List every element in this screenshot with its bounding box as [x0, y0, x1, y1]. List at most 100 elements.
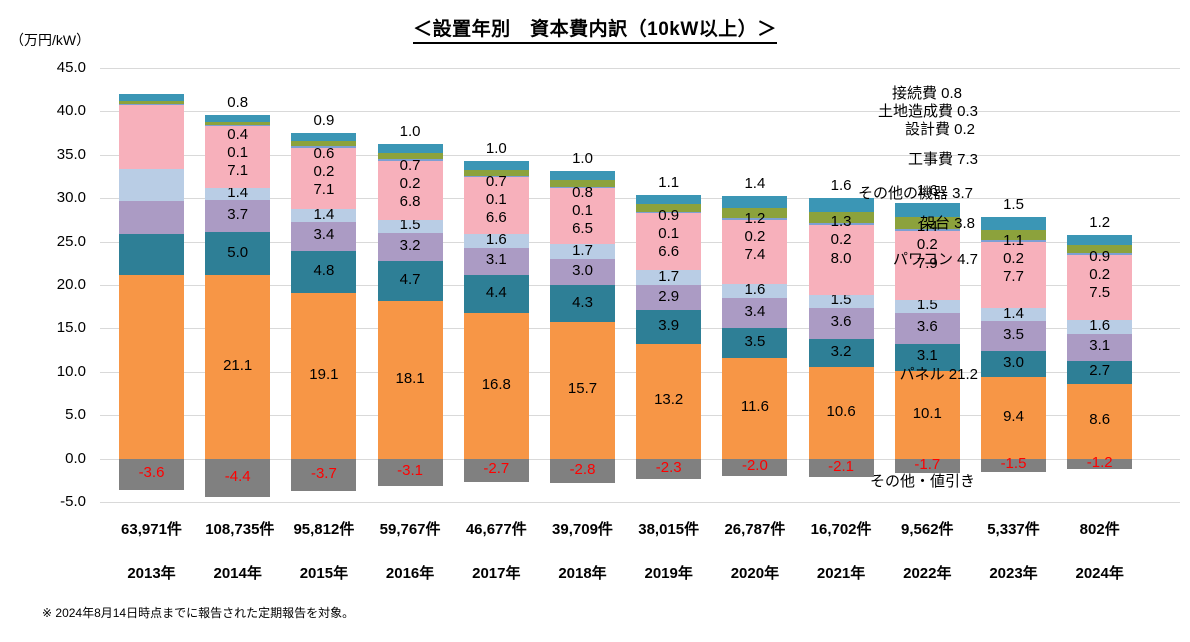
segment-接続費[interactable]: 1.0 — [550, 171, 615, 180]
segment-接続費[interactable]: 1.0 — [463, 160, 529, 170]
segment-パネル[interactable]: 15.7 — [550, 322, 615, 459]
bar-2024年[interactable]: 8.62.73.11.67.50.20.91.2 -1.2 — [1067, 68, 1133, 502]
segment-パネル[interactable]: 16.8 — [463, 312, 529, 459]
segment-工事費[interactable]: 7.4 — [722, 219, 788, 285]
segment-パネル[interactable]: 9.4 — [981, 377, 1046, 459]
segment-パワコン[interactable]: 3.9 — [636, 310, 702, 345]
segment-その他・値引き[interactable]: -1.7 — [894, 456, 960, 474]
segment-架台[interactable]: 3.4 — [722, 298, 788, 328]
segment-その他・値引き[interactable]: -1.2 — [1067, 454, 1133, 471]
segment-設計費[interactable]: 0.1 — [636, 212, 702, 242]
segment-接続費[interactable]: 0.8 — [119, 94, 184, 101]
segment-パワコン[interactable]: 3.0 — [981, 350, 1046, 377]
segment-接続費[interactable]: 1.1 — [636, 194, 702, 205]
bar-2021年[interactable]: 10.63.23.61.58.00.21.31.6-2.1 — [808, 68, 874, 502]
segment-パワコン[interactable]: 2.7 — [1067, 360, 1133, 384]
segment-架台[interactable]: 3.8 — [119, 200, 184, 234]
segment-架台[interactable]: 3.4 — [291, 221, 357, 252]
segment-工事費[interactable]: 8.0 — [808, 225, 874, 295]
segment-その他の機器[interactable]: 1.6 — [722, 281, 788, 298]
segment-その他・値引き[interactable]: -2.3 — [636, 459, 702, 479]
segment-土地造成費[interactable]: 1.2 — [722, 207, 788, 227]
segment-その他の機器[interactable]: 1.4 — [291, 206, 357, 223]
segment-工事費[interactable]: 6.6 — [463, 176, 529, 234]
bar-2017年[interactable]: 16.8 4.4 3.1 1.6 6.60.10.7 1.0 -2.7 — [463, 68, 529, 502]
segment-設計費[interactable]: 0.2 — [981, 239, 1046, 267]
segment-土地造成費[interactable]: 0.7 — [463, 169, 529, 190]
segment-架台[interactable]: 3.6 — [808, 307, 874, 339]
segment-架台[interactable]: 3.7 — [205, 199, 271, 233]
segment-その他の機器[interactable]: 1.6 — [463, 231, 529, 248]
segment-工事費[interactable]: 6.8 — [377, 160, 443, 220]
segment-接続費[interactable]: 1.0 — [377, 144, 443, 154]
segment-その他の機器[interactable]: 1.6 — [1067, 317, 1133, 334]
segment-架台[interactable]: 3.0 — [550, 258, 615, 285]
bar-2016年[interactable]: 18.1 4.7 3.2 1.5 6.80.20.7 1.0 -3.1 — [377, 68, 443, 502]
segment-その他・値引き[interactable]: -2.0 — [722, 457, 788, 476]
bar-2020年[interactable]: 11.63.53.41.67.40.21.21.4-2.0 — [722, 68, 788, 502]
segment-土地造成費[interactable]: 0.4 — [205, 121, 271, 143]
segment-設計費[interactable]: 0.2 — [1067, 252, 1133, 283]
segment-パネル[interactable]: 19.1 — [291, 292, 357, 459]
segment-接続費[interactable]: 0.9 — [291, 133, 357, 141]
segment-その他の機器[interactable]: 1.5 — [894, 296, 960, 313]
segment-その他の機器[interactable]: 1.7 — [636, 268, 702, 285]
segment-設計費[interactable]: 0.2 — [722, 218, 788, 245]
segment-設計費[interactable]: 0.1 — [463, 175, 529, 208]
bar-2014年[interactable]: 21.1 5.0 3.7 1.4 7.10.10.4 0.8 -4.4 — [205, 68, 271, 502]
segment-土地造成費[interactable]: 0.3 — [119, 100, 184, 104]
segment-工事費[interactable]: 6.6 — [636, 212, 702, 271]
segment-工事費[interactable]: 7.1 — [205, 126, 271, 188]
segment-工事費[interactable]: 7.1 — [291, 147, 357, 210]
segment-土地造成費[interactable]: 0.7 — [377, 153, 443, 174]
segment-設計費[interactable]: 0.2 — [377, 159, 443, 192]
segment-接続費[interactable]: 0.8 — [205, 114, 271, 122]
segment-架台[interactable]: 3.2 — [377, 232, 443, 261]
segment-工事費[interactable]: 7.9 — [894, 231, 960, 300]
segment-架台[interactable]: 3.5 — [981, 320, 1046, 351]
segment-工事費[interactable]: 6.5 — [550, 187, 615, 245]
segment-土地造成費[interactable]: 0.9 — [1067, 245, 1133, 265]
segment-その他の機器[interactable]: 1.4 — [981, 305, 1046, 322]
segment-土地造成費[interactable]: 0.8 — [550, 179, 615, 201]
segment-設計費[interactable]: 0.2 — [808, 223, 874, 248]
segment-パネル[interactable]: 21.1 — [205, 275, 271, 459]
segment-パワコン[interactable]: 5.0 — [205, 232, 271, 276]
segment-接続費[interactable]: 1.2 — [1067, 234, 1133, 246]
segment-土地造成費[interactable]: 1.3 — [808, 212, 874, 230]
bar-2022年[interactable]: 10.13.13.61.57.90.21.41.6-1.7 — [894, 68, 960, 502]
segment-その他の機器[interactable]: 1.5 — [377, 216, 443, 233]
segment-その他・値引き[interactable]: -2.1 — [808, 458, 874, 477]
segment-架台[interactable]: 3.1 — [463, 247, 529, 275]
segment-設計費[interactable]: 0.2 — [119, 103, 184, 106]
segment-その他・値引き[interactable]: -3.1 — [377, 458, 443, 486]
segment-架台[interactable]: 3.1 — [1067, 333, 1133, 361]
segment-パワコン[interactable]: 4.7 — [119, 233, 184, 275]
segment-接続費[interactable]: 1.4 — [722, 195, 788, 208]
segment-設計費[interactable]: 0.2 — [291, 146, 357, 180]
segment-パワコン[interactable]: 3.1 — [894, 344, 960, 371]
segment-設計費[interactable]: 0.2 — [894, 229, 960, 253]
segment-その他・値引き[interactable]: -3.7 — [291, 458, 357, 491]
segment-その他の機器[interactable]: 1.7 — [550, 242, 615, 259]
segment-架台[interactable]: 2.9 — [636, 285, 702, 311]
segment-土地造成費[interactable]: 1.4 — [894, 217, 960, 235]
segment-その他・値引き[interactable]: -2.7 — [463, 458, 529, 483]
segment-その他・値引き[interactable]: -2.8 — [550, 458, 615, 483]
segment-架台[interactable]: 3.6 — [894, 312, 960, 344]
segment-その他の機器[interactable]: 3.7 — [119, 168, 184, 201]
bar-2019年[interactable]: 13.2 3.9 2.9 1.7 6.60.10.9 1.1 -2.3 — [636, 68, 702, 502]
bar-2023年[interactable]: 9.43.03.51.47.70.21.11.5-1.5 — [981, 68, 1046, 502]
segment-接続費[interactable]: 1.6 — [894, 203, 960, 218]
segment-パネル[interactable]: 8.6 — [1067, 383, 1133, 459]
segment-パワコン[interactable]: 4.7 — [377, 260, 443, 302]
segment-その他の機器[interactable]: 1.5 — [808, 291, 874, 308]
bar-2013年[interactable]: 21.24.73.83.77.30.20.30.8 -3.6 — [119, 68, 184, 502]
segment-土地造成費[interactable]: 0.6 — [291, 140, 357, 162]
segment-設計費[interactable]: 0.1 — [550, 186, 615, 219]
segment-パワコン[interactable]: 3.5 — [722, 327, 788, 358]
segment-工事費[interactable]: 7.3 — [119, 105, 184, 169]
segment-パワコン[interactable]: 4.4 — [463, 274, 529, 313]
segment-パネル[interactable]: 10.6 — [808, 366, 874, 459]
segment-工事費[interactable]: 7.5 — [1067, 254, 1133, 320]
